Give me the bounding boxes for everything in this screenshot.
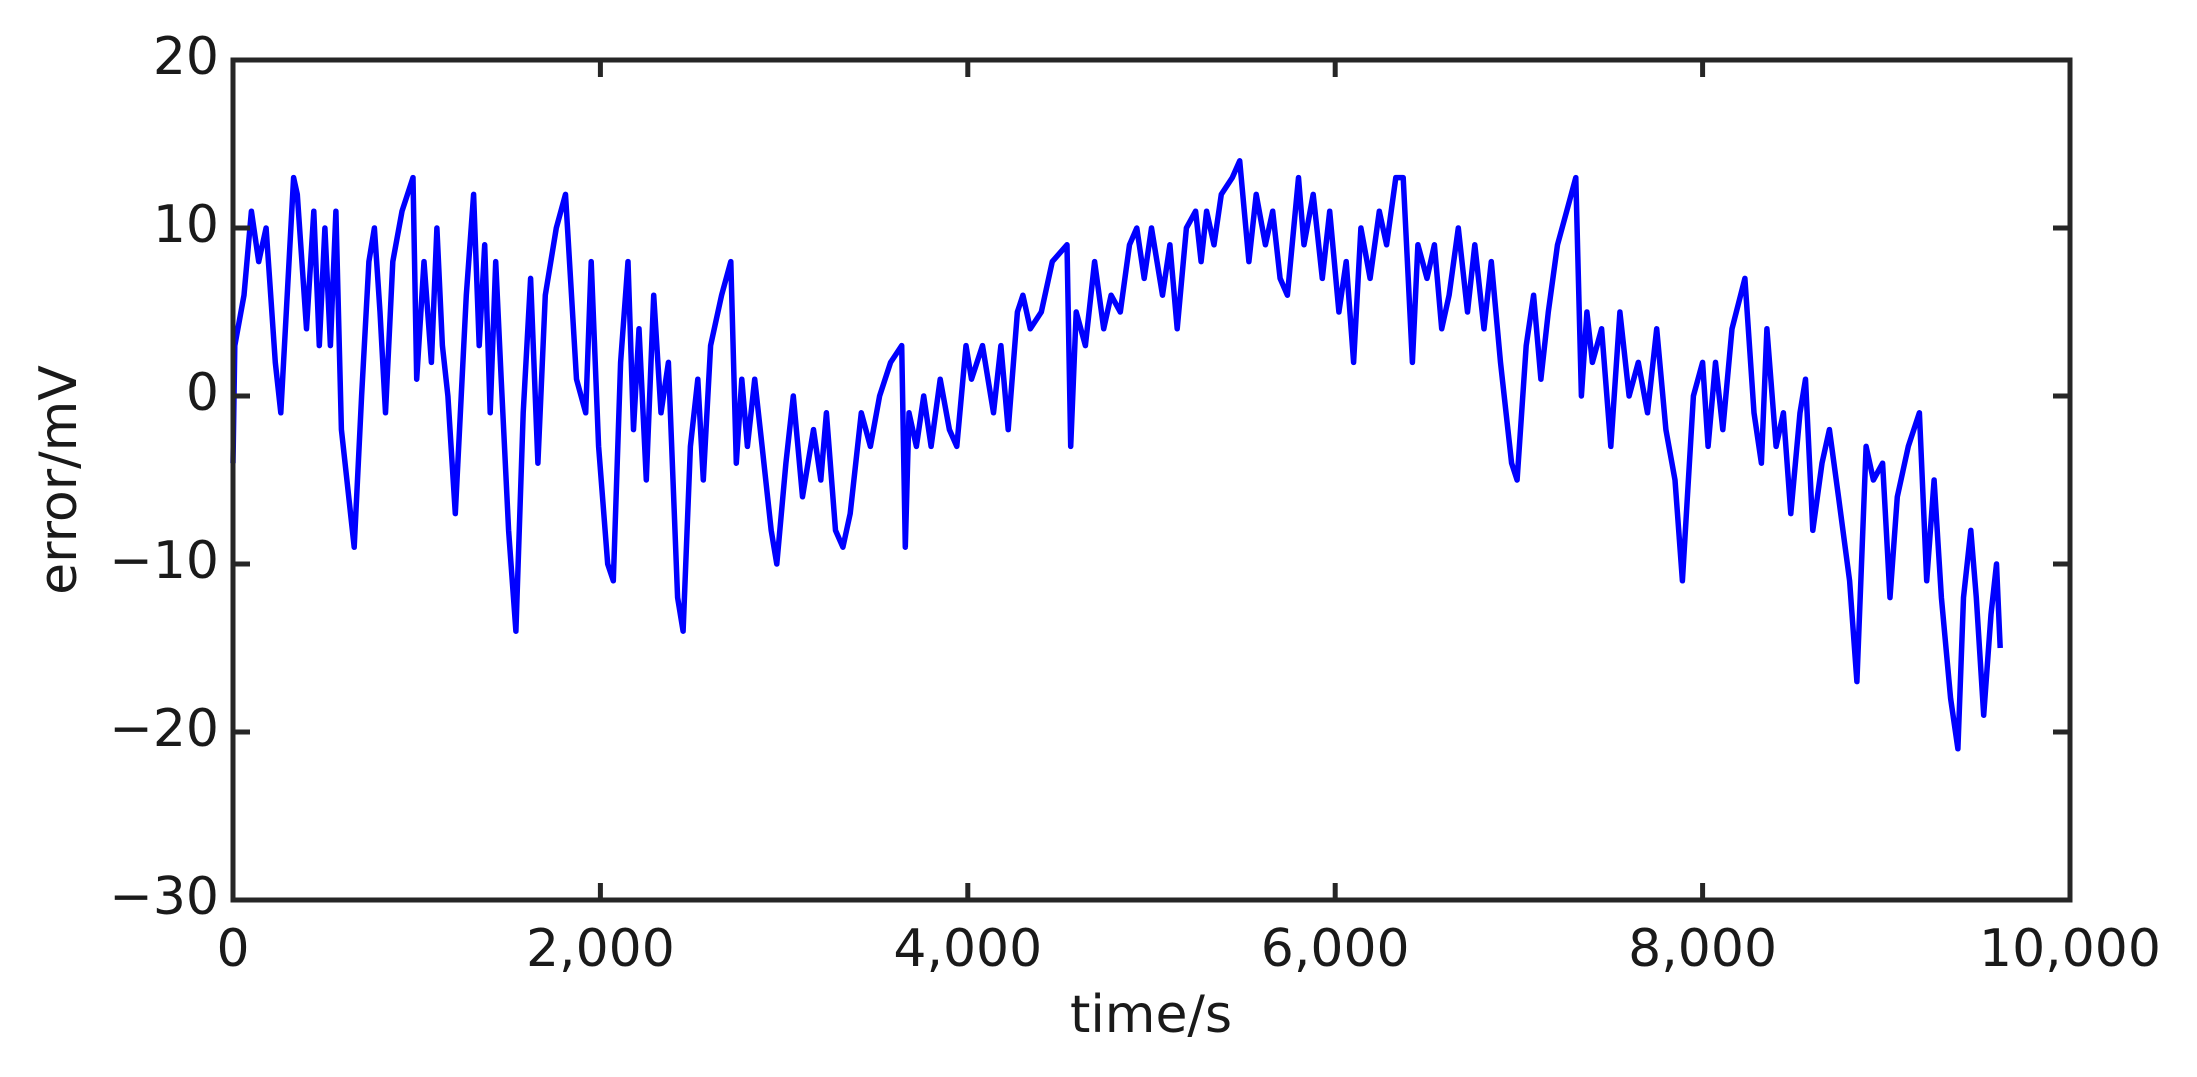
y-tick-label: −30	[109, 867, 219, 927]
x-tick-label: 8,000	[1628, 919, 1777, 979]
plot-frame	[230, 57, 2073, 903]
x-tick-label: 0	[216, 919, 249, 979]
x-tick-label: 4,000	[893, 919, 1042, 979]
y-tick-label: 0	[186, 363, 219, 423]
y-tick-label: −10	[109, 531, 219, 591]
y-axis-label: error/mV	[29, 365, 89, 595]
y-tick-label: −20	[109, 699, 219, 759]
data-line	[230, 158, 2003, 752]
y-tick-label: 20	[153, 27, 219, 87]
y-tick-label: 10	[153, 195, 219, 255]
x-tick-label: 2,000	[526, 919, 675, 979]
x-axis-label: time/s	[1070, 985, 1232, 1045]
x-tick-label: 6,000	[1261, 919, 1410, 979]
x-tick-label: 10,000	[1979, 919, 2161, 979]
